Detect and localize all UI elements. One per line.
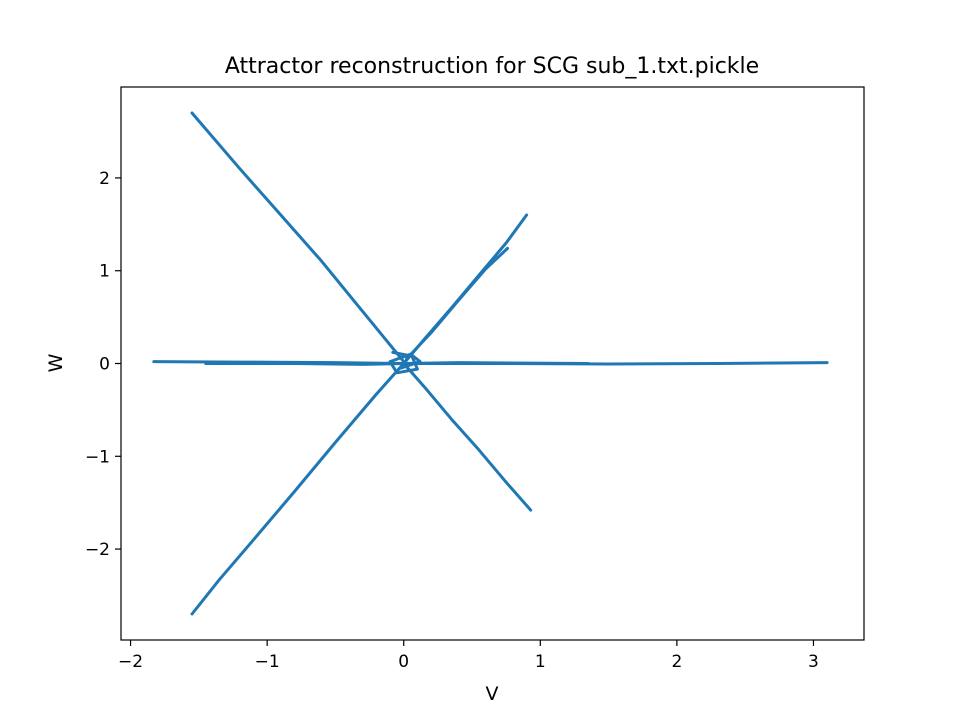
series-line-0 [190, 111, 406, 364]
x-axis-ticks: −2 −1 0 1 2 3 [118, 640, 819, 672]
y-tick-label: 1 [99, 262, 110, 282]
y-axis-label: W [45, 353, 67, 372]
series-line-3 [402, 362, 533, 512]
series-layer [152, 111, 829, 616]
x-tick-label: 1 [535, 652, 546, 672]
y-tick-label: 0 [99, 355, 110, 375]
x-axis-label: V [486, 683, 499, 705]
x-tick-label: 3 [808, 652, 819, 672]
series-line-7 [388, 350, 422, 375]
x-tick-label: −1 [255, 652, 280, 672]
y-tick-label: −1 [85, 447, 110, 467]
series-line-4 [190, 362, 406, 616]
chart-title: Attractor reconstruction for SCG sub_1.t… [225, 54, 759, 79]
x-tick-label: 0 [398, 652, 409, 672]
y-tick-label: −2 [85, 540, 110, 560]
y-axis-ticks: −2 −1 0 1 2 [85, 169, 121, 560]
series-line-6 [204, 361, 590, 366]
y-tick-label: 2 [99, 169, 110, 189]
x-tick-label: −2 [118, 652, 143, 672]
series-line-2 [405, 246, 509, 361]
x-tick-label: 2 [671, 652, 682, 672]
